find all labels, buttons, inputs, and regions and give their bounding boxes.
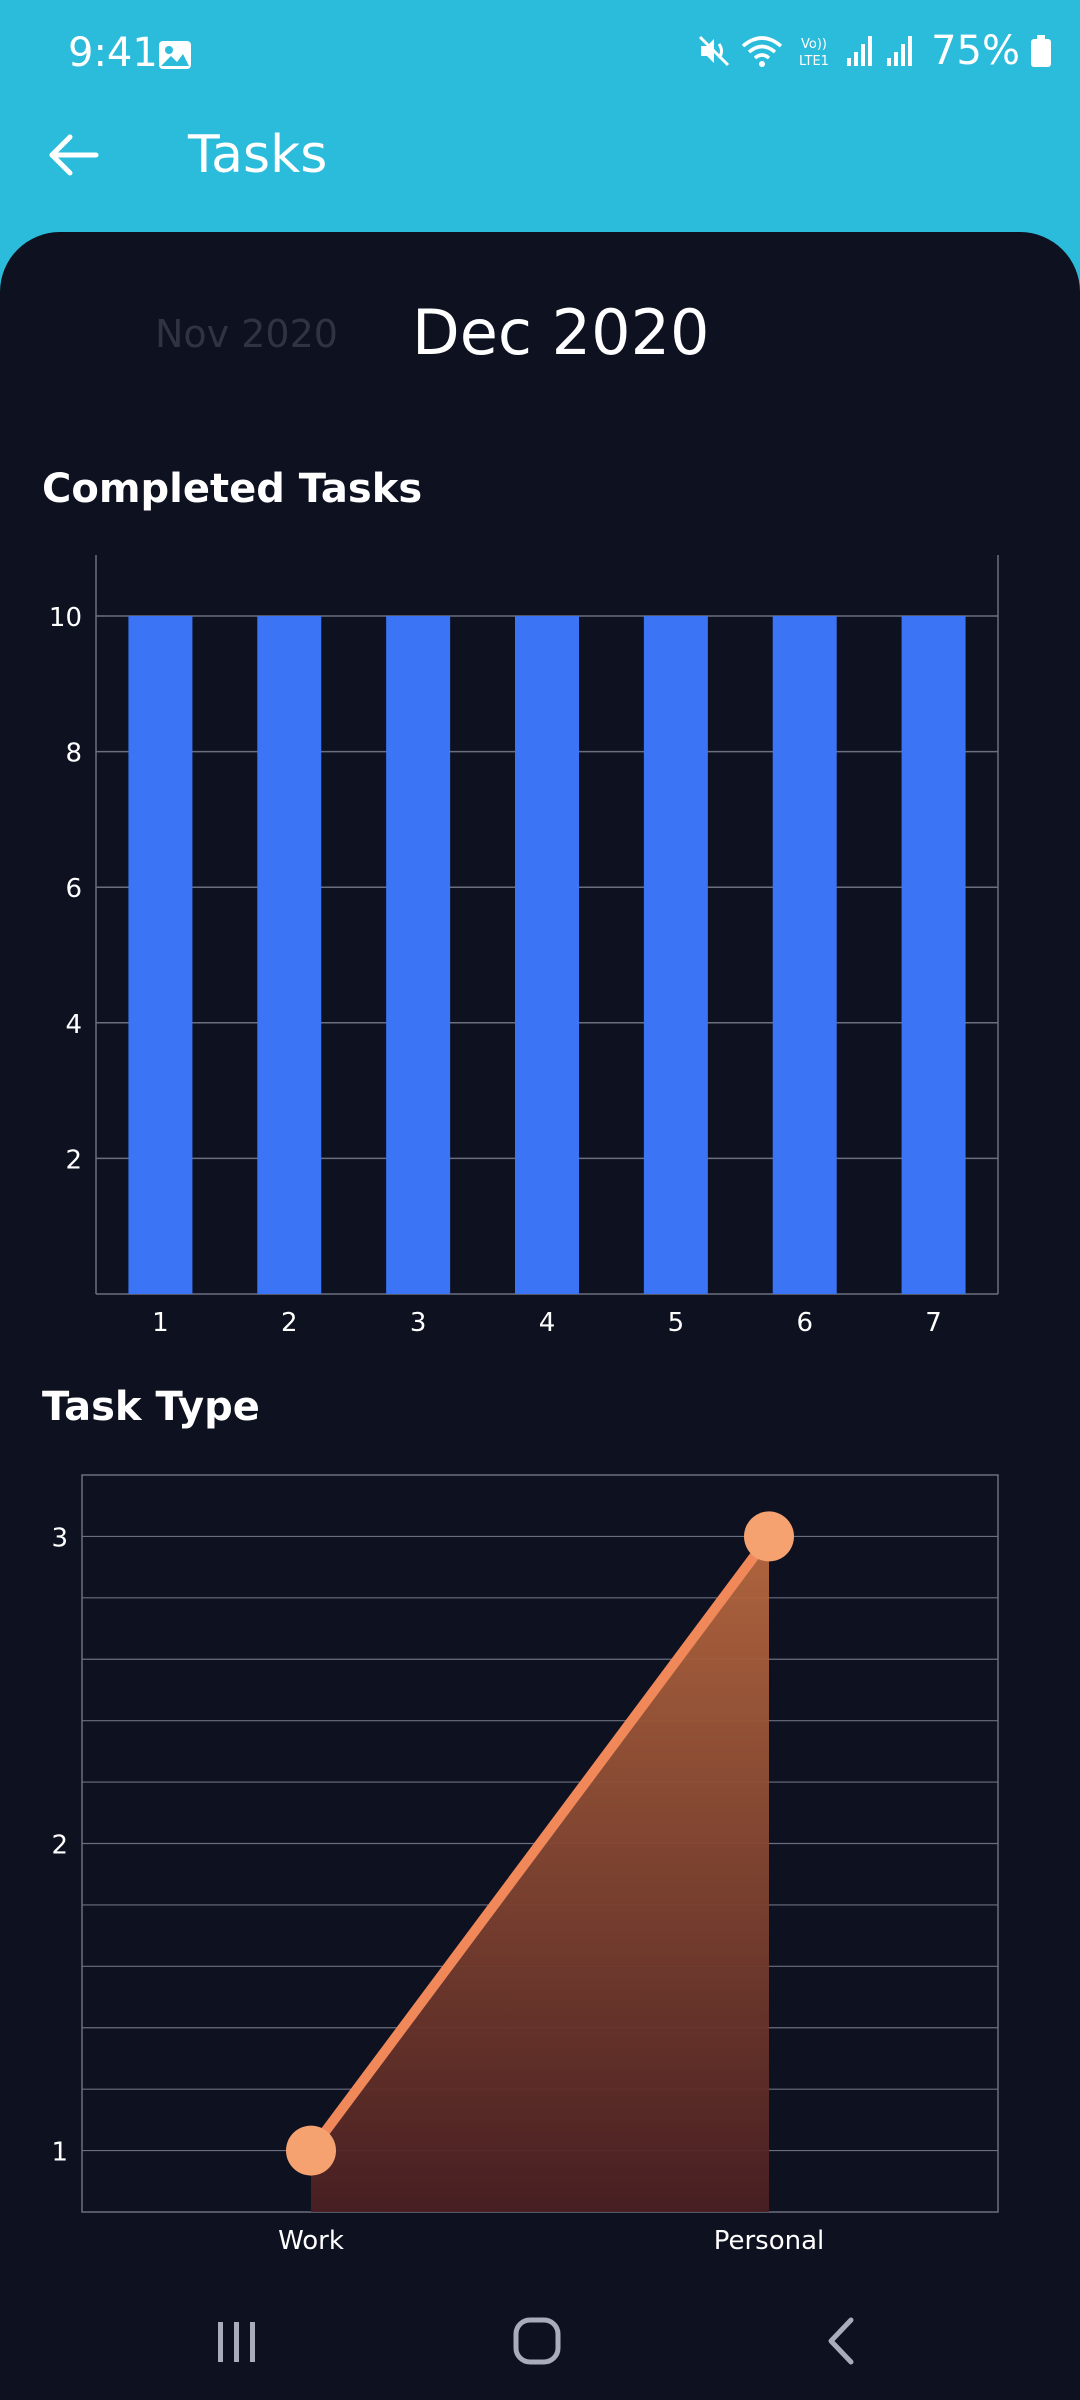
x-tick-label: 3: [410, 1308, 427, 1338]
y-tick-label: 1: [51, 2138, 68, 2168]
x-tick-label: 5: [668, 1308, 685, 1338]
bar: [128, 616, 192, 1294]
x-tick-label: Work: [278, 2226, 344, 2256]
y-tick-label: 4: [65, 1010, 82, 1040]
bar: [644, 616, 708, 1294]
data-point[interactable]: [286, 2126, 336, 2176]
y-tick-label: 2: [51, 1831, 68, 1861]
area-fill: [311, 1536, 769, 2212]
home-icon[interactable]: [493, 2306, 583, 2376]
y-tick-label: 6: [65, 874, 82, 904]
back-icon[interactable]: [796, 2306, 886, 2376]
x-tick-label: 4: [539, 1308, 556, 1338]
task-type-chart: 1 2 3 Work Personal: [51, 1475, 998, 2256]
bar: [902, 616, 966, 1294]
y-tick-label: 10: [49, 603, 82, 633]
bar: [257, 616, 321, 1294]
bar: [386, 616, 450, 1294]
bar: [515, 616, 579, 1294]
x-tick-label: 7: [925, 1308, 942, 1338]
y-tick-label: 2: [65, 1145, 82, 1175]
y-tick-label: 8: [65, 739, 82, 769]
x-tick-label: 6: [796, 1308, 813, 1338]
data-point[interactable]: [744, 1511, 794, 1561]
x-tick-label: 2: [281, 1308, 298, 1338]
recent-apps-icon[interactable]: [192, 2306, 282, 2376]
x-tick-label: Personal: [714, 2226, 825, 2256]
bar: [773, 616, 837, 1294]
y-tick-label: 3: [51, 1523, 68, 1553]
x-tick-label: 1: [152, 1308, 169, 1338]
